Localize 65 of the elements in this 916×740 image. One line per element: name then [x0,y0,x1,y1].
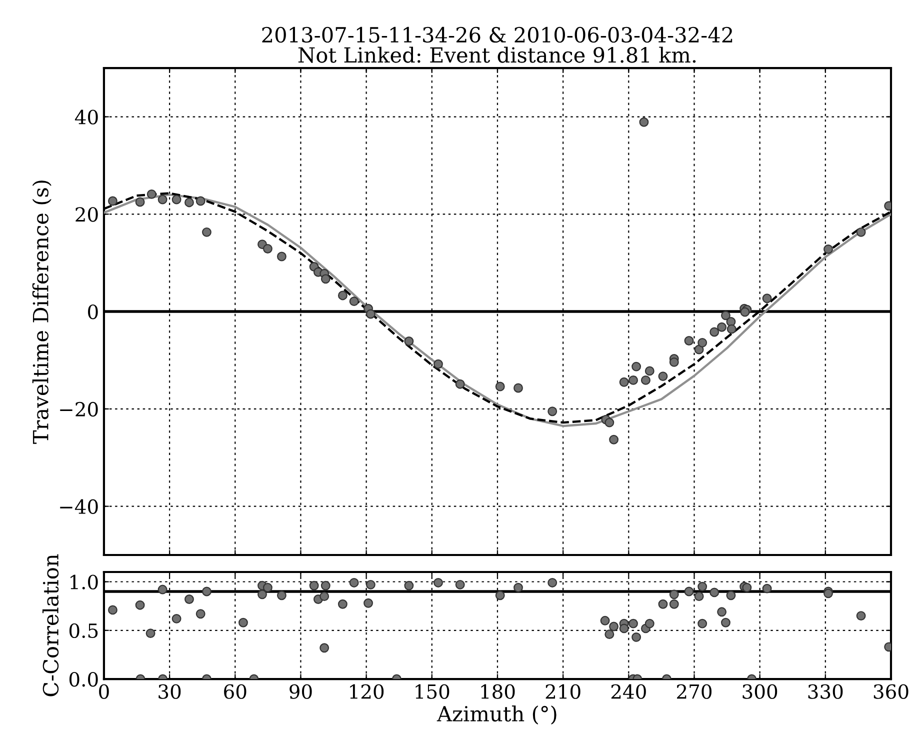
point [639,117,649,127]
point [762,294,772,304]
point [824,244,833,254]
y-tick-label: 0.0 [69,672,98,687]
x-tick-label: 210 [546,684,580,699]
point [514,383,523,393]
y-tick-label: −40 [60,499,98,514]
x-tick-label: 180 [481,684,515,699]
chart-title: 2013-07-15-11-34-26 & 2010-06-03-04-32-42 Not Linked: Event distance 91.81 km. [262,26,732,63]
point [108,196,118,206]
point [548,406,558,416]
point [434,359,443,369]
y-tick-label: −20 [60,402,98,417]
x-tick-label: 240 [611,684,646,699]
x-tick-label: 360 [874,684,908,699]
x-tick-label: 30 [158,684,181,699]
point [619,377,629,387]
point [262,244,272,254]
point [740,307,750,317]
x-tick-label: 120 [350,684,384,699]
point [644,366,654,376]
point [455,379,465,389]
point [349,296,359,306]
point [604,418,614,428]
x-axis-title: Azimuth (°) [436,705,556,725]
point [726,324,736,334]
x-tick-label: 330 [808,684,843,699]
y-tick-label: 0.5 [69,623,98,638]
x-tick-label: 270 [677,684,712,699]
point [717,322,727,332]
point [609,434,619,444]
y-tick-label: 40 [74,110,98,124]
point [276,252,286,262]
y-tick-label: 0 [88,304,98,320]
x-tick-label: 90 [290,684,312,699]
point [628,375,638,385]
point [495,382,505,392]
point [196,196,206,206]
y-tick-label: 20 [76,207,98,222]
point [146,189,156,199]
x-tick-label: 60 [224,684,246,699]
point [158,194,168,204]
point [684,336,694,346]
point [640,375,650,385]
point [338,290,348,300]
point [669,357,679,367]
point [658,372,668,382]
point [135,197,145,207]
point [632,362,642,372]
x-tick-label: 0 [99,684,109,699]
y-tick-label: 1.0 [70,574,98,590]
x-tick-label: 150 [416,684,450,699]
point [710,327,720,337]
point [202,227,212,237]
point [856,227,866,237]
point [366,309,376,319]
point [172,194,182,204]
point [720,310,730,320]
point [698,338,708,348]
point [184,198,194,208]
x-tick-label: 300 [742,684,778,699]
y-axis-title: Traveltime Difference (s) [32,180,52,444]
point [404,336,414,346]
y-axis-title: C-Correlation [42,554,59,696]
point [320,274,330,284]
